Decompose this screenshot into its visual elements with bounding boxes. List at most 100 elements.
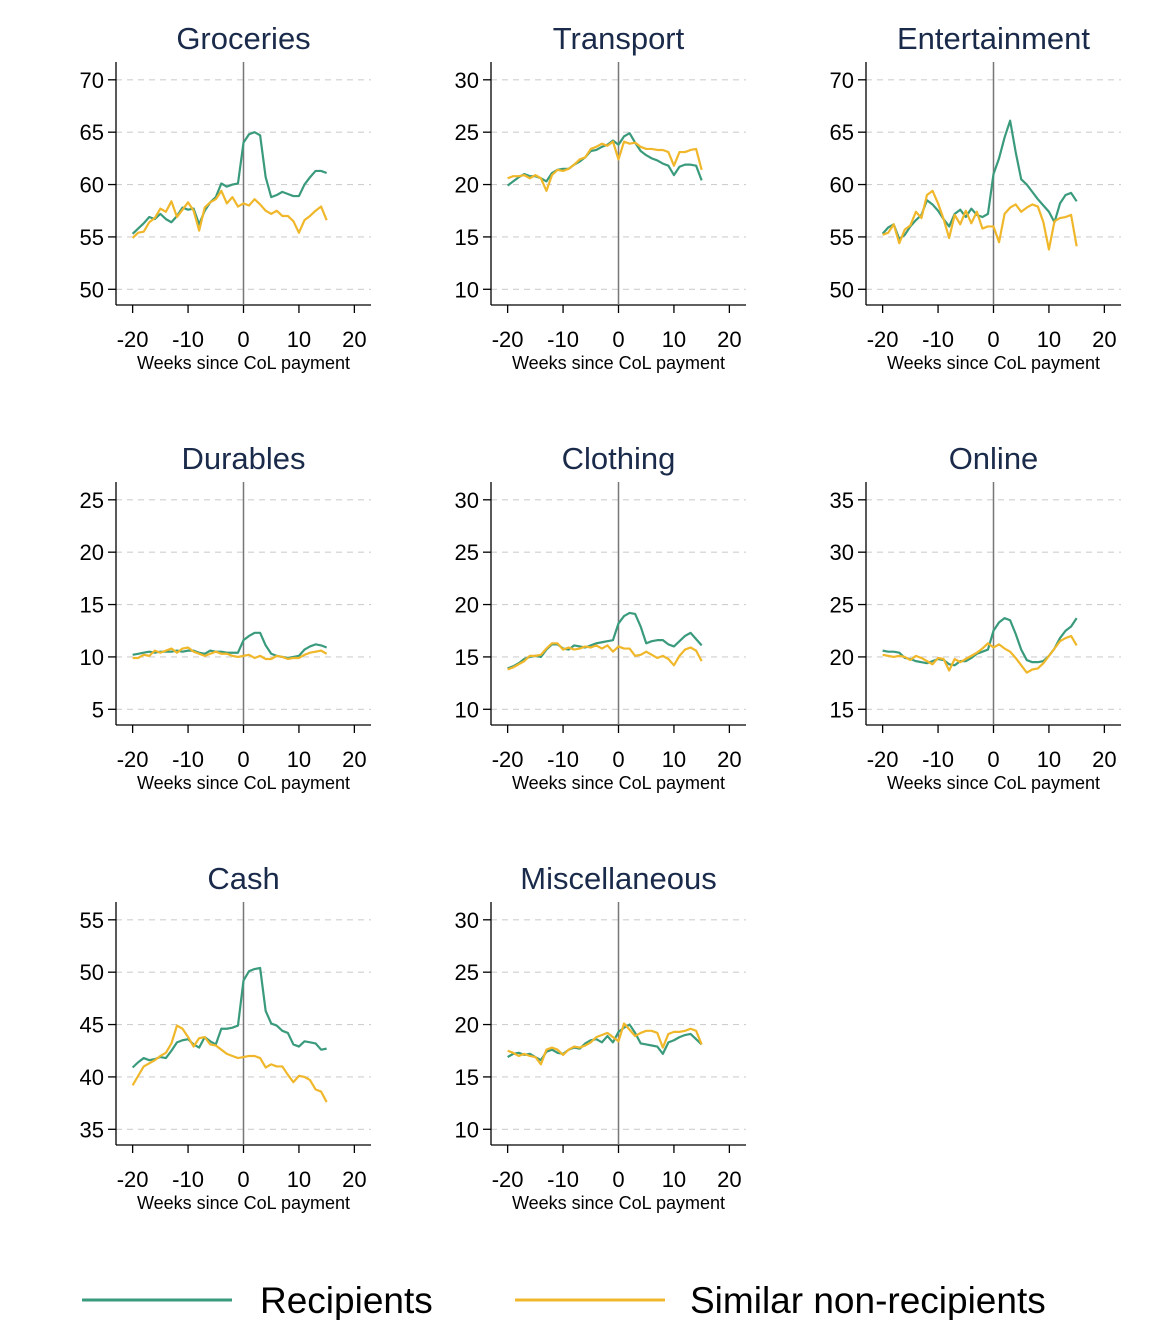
y-tick-label: 30 xyxy=(455,68,479,93)
x-axis-label: Weeks since CoL payment xyxy=(512,1193,725,1213)
x-axis-label: Weeks since CoL payment xyxy=(512,353,725,373)
x-tick-label: 20 xyxy=(342,327,366,352)
y-tick-label: 55 xyxy=(80,225,104,250)
series-line xyxy=(507,140,703,192)
x-tick-label: 0 xyxy=(612,747,624,772)
y-tick-label: 15 xyxy=(455,225,479,250)
x-axis-label: Weeks since CoL payment xyxy=(137,1193,350,1213)
y-tick-label: 20 xyxy=(80,540,104,565)
x-axis-label: Weeks since CoL payment xyxy=(137,353,350,373)
y-tick-label: 15 xyxy=(455,645,479,670)
x-tick-label: -10 xyxy=(922,327,954,352)
x-tick-label: -10 xyxy=(172,327,204,352)
y-tick-label: 65 xyxy=(830,120,854,145)
x-tick-label: 20 xyxy=(342,747,366,772)
series-line xyxy=(131,131,328,235)
x-tick-label: -10 xyxy=(547,1167,579,1192)
x-tick-label: -20 xyxy=(492,327,524,352)
x-axis-label: Weeks since CoL payment xyxy=(887,353,1100,373)
panel-title: Entertainment xyxy=(897,21,1090,56)
y-tick-label: 10 xyxy=(455,697,479,722)
x-tick-label: -10 xyxy=(172,1167,204,1192)
series-line xyxy=(507,611,703,670)
x-tick-label: 0 xyxy=(987,327,999,352)
y-tick-label: 5 xyxy=(92,697,104,722)
x-tick-label: 10 xyxy=(1037,747,1061,772)
y-tick-label: 50 xyxy=(830,277,854,302)
y-tick-label: 50 xyxy=(80,960,104,985)
x-axis-label: Weeks since CoL payment xyxy=(887,773,1100,793)
x-tick-label: 20 xyxy=(342,1167,366,1192)
y-tick-label: 60 xyxy=(80,173,104,198)
y-tick-label: 70 xyxy=(80,68,104,93)
panel-title: Groceries xyxy=(176,21,310,56)
x-tick-label: -20 xyxy=(867,327,899,352)
x-tick-label: 20 xyxy=(717,747,741,772)
legend-label: Recipients xyxy=(260,1280,433,1320)
x-tick-label: -20 xyxy=(492,1167,524,1192)
y-tick-label: 25 xyxy=(455,960,479,985)
y-tick-label: 20 xyxy=(455,593,479,618)
x-tick-label: -10 xyxy=(172,747,204,772)
series-line xyxy=(131,1024,328,1103)
y-tick-label: 20 xyxy=(455,173,479,198)
series-line xyxy=(881,119,1078,241)
series-line xyxy=(132,646,328,661)
y-tick-label: 15 xyxy=(80,593,104,618)
x-tick-label: 20 xyxy=(717,327,741,352)
y-tick-label: 60 xyxy=(830,173,854,198)
y-tick-label: 25 xyxy=(830,593,854,618)
panel-title: Cash xyxy=(207,861,279,896)
x-tick-label: 10 xyxy=(662,327,686,352)
y-tick-label: 65 xyxy=(80,120,104,145)
x-tick-label: 0 xyxy=(612,327,624,352)
x-tick-label: 10 xyxy=(287,1167,311,1192)
y-tick-label: 10 xyxy=(80,645,104,670)
x-tick-label: 10 xyxy=(1037,327,1061,352)
y-tick-label: 40 xyxy=(80,1065,104,1090)
x-tick-label: 10 xyxy=(662,1167,686,1192)
panel-title: Transport xyxy=(553,21,685,56)
panel-title: Clothing xyxy=(562,441,676,476)
y-tick-label: 55 xyxy=(830,225,854,250)
y-tick-label: 25 xyxy=(455,540,479,565)
x-tick-label: -10 xyxy=(922,747,954,772)
x-tick-label: 0 xyxy=(237,747,249,772)
y-tick-label: 20 xyxy=(455,1013,479,1038)
series-line xyxy=(507,1022,703,1066)
y-tick-label: 15 xyxy=(455,1065,479,1090)
x-tick-label: -20 xyxy=(492,747,524,772)
y-tick-label: 10 xyxy=(455,277,479,302)
y-tick-label: 25 xyxy=(455,120,479,145)
series-line xyxy=(882,634,1078,674)
x-axis-label: Weeks since CoL payment xyxy=(137,773,350,793)
series-line xyxy=(131,966,327,1069)
x-tick-label: -20 xyxy=(117,327,149,352)
series-line xyxy=(131,189,328,239)
x-tick-label: 0 xyxy=(987,747,999,772)
y-tick-label: 10 xyxy=(455,1117,479,1142)
x-tick-label: 0 xyxy=(237,1167,249,1192)
y-tick-label: 30 xyxy=(455,908,479,933)
x-axis-label: Weeks since CoL payment xyxy=(512,773,725,793)
y-tick-label: 35 xyxy=(80,1117,104,1142)
y-tick-label: 35 xyxy=(830,488,854,513)
y-tick-label: 15 xyxy=(830,697,854,722)
x-tick-label: -20 xyxy=(867,747,899,772)
x-tick-label: 0 xyxy=(237,327,249,352)
x-tick-label: 20 xyxy=(1092,327,1116,352)
x-tick-label: 20 xyxy=(717,1167,741,1192)
panel-title: Miscellaneous xyxy=(520,861,716,896)
x-tick-label: -20 xyxy=(117,747,149,772)
y-tick-label: 45 xyxy=(80,1013,104,1038)
y-tick-label: 25 xyxy=(80,488,104,513)
y-tick-label: 55 xyxy=(80,908,104,933)
series-line xyxy=(507,1023,703,1062)
x-tick-label: 0 xyxy=(612,1167,624,1192)
legend-label: Similar non-recipients xyxy=(690,1280,1046,1320)
x-tick-label: 10 xyxy=(287,747,311,772)
y-tick-label: 50 xyxy=(80,277,104,302)
series-line xyxy=(882,189,1078,251)
x-tick-label: -10 xyxy=(547,747,579,772)
